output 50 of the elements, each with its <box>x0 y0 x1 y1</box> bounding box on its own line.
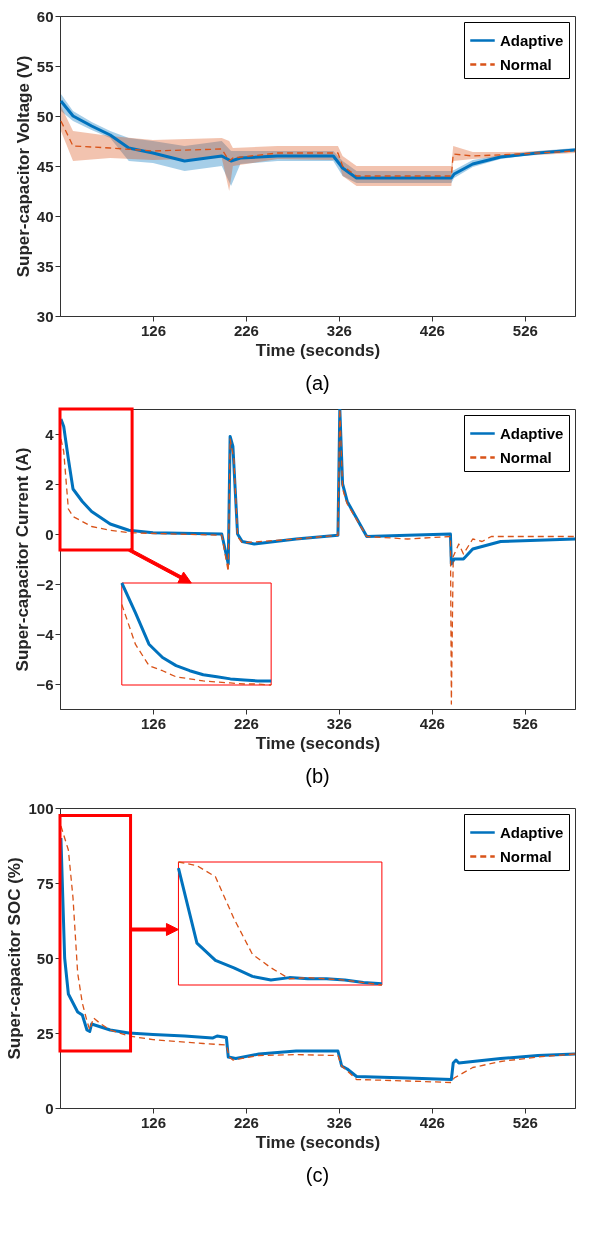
legend-label: Normal <box>500 448 552 466</box>
y-axis-title: Super-capacitor Current (A) <box>13 447 33 672</box>
legend-label: Adaptive <box>500 823 564 841</box>
text: (a) <box>305 372 330 394</box>
x-tick-label: 226 <box>233 714 259 732</box>
y-tick-label: 30 <box>36 307 54 325</box>
line-series <box>60 409 575 705</box>
x-tick-label: 226 <box>233 1113 259 1131</box>
y-axis-title: Super-capacitor Voltage (V) <box>13 55 33 278</box>
y-tick-label: −4 <box>36 625 55 643</box>
y-axis-title: Super-capacitor SOC (%) <box>5 857 25 1060</box>
x-axis-title: Time (seconds) <box>255 1132 381 1152</box>
x-tick-label: 526 <box>512 714 538 732</box>
x-tick-label: 526 <box>512 1113 538 1131</box>
y-tick-label: 25 <box>36 1024 54 1042</box>
y-tick-label: 4 <box>45 425 55 443</box>
text: (b) <box>305 765 330 787</box>
x-tick-label: 426 <box>419 321 445 339</box>
y-tick-label: 75 <box>36 874 54 892</box>
x-tick-label: 526 <box>512 321 538 339</box>
y-tick-label: 100 <box>28 799 54 817</box>
y-tick-label: −2 <box>36 575 54 593</box>
y-tick-label: 55 <box>36 57 54 75</box>
x-tick-label: 126 <box>140 714 166 732</box>
x-tick-label: 426 <box>419 1113 445 1131</box>
legend-label: Adaptive <box>500 31 564 49</box>
x-tick-label: 326 <box>326 714 352 732</box>
y-tick-label: 40 <box>36 207 54 225</box>
legend-label: Normal <box>500 847 552 865</box>
x-tick-label: 126 <box>140 321 166 339</box>
x-tick-label: 226 <box>233 321 259 339</box>
y-tick-label: 35 <box>36 257 54 275</box>
line-series <box>60 120 575 177</box>
x-tick-label: 426 <box>419 714 445 732</box>
legend-label: Normal <box>500 55 552 73</box>
y-tick-label: 45 <box>36 157 54 175</box>
x-tick-label: 326 <box>326 1113 352 1131</box>
x-tick-label: 326 <box>326 321 352 339</box>
x-tick-label: 126 <box>140 1113 166 1131</box>
text: (c) <box>305 1164 330 1186</box>
y-tick-label: −6 <box>36 675 54 693</box>
y-tick-label: 2 <box>45 475 54 493</box>
y-tick-label: 50 <box>36 107 54 125</box>
y-tick-label: 60 <box>36 7 54 25</box>
y-tick-label: 0 <box>45 1099 54 1117</box>
x-axis-title: Time (seconds) <box>255 340 381 360</box>
y-tick-label: 50 <box>36 949 54 967</box>
y-tick-label: 0 <box>45 525 54 543</box>
x-axis-title: Time (seconds) <box>255 733 381 753</box>
legend-label: Adaptive <box>500 424 564 442</box>
